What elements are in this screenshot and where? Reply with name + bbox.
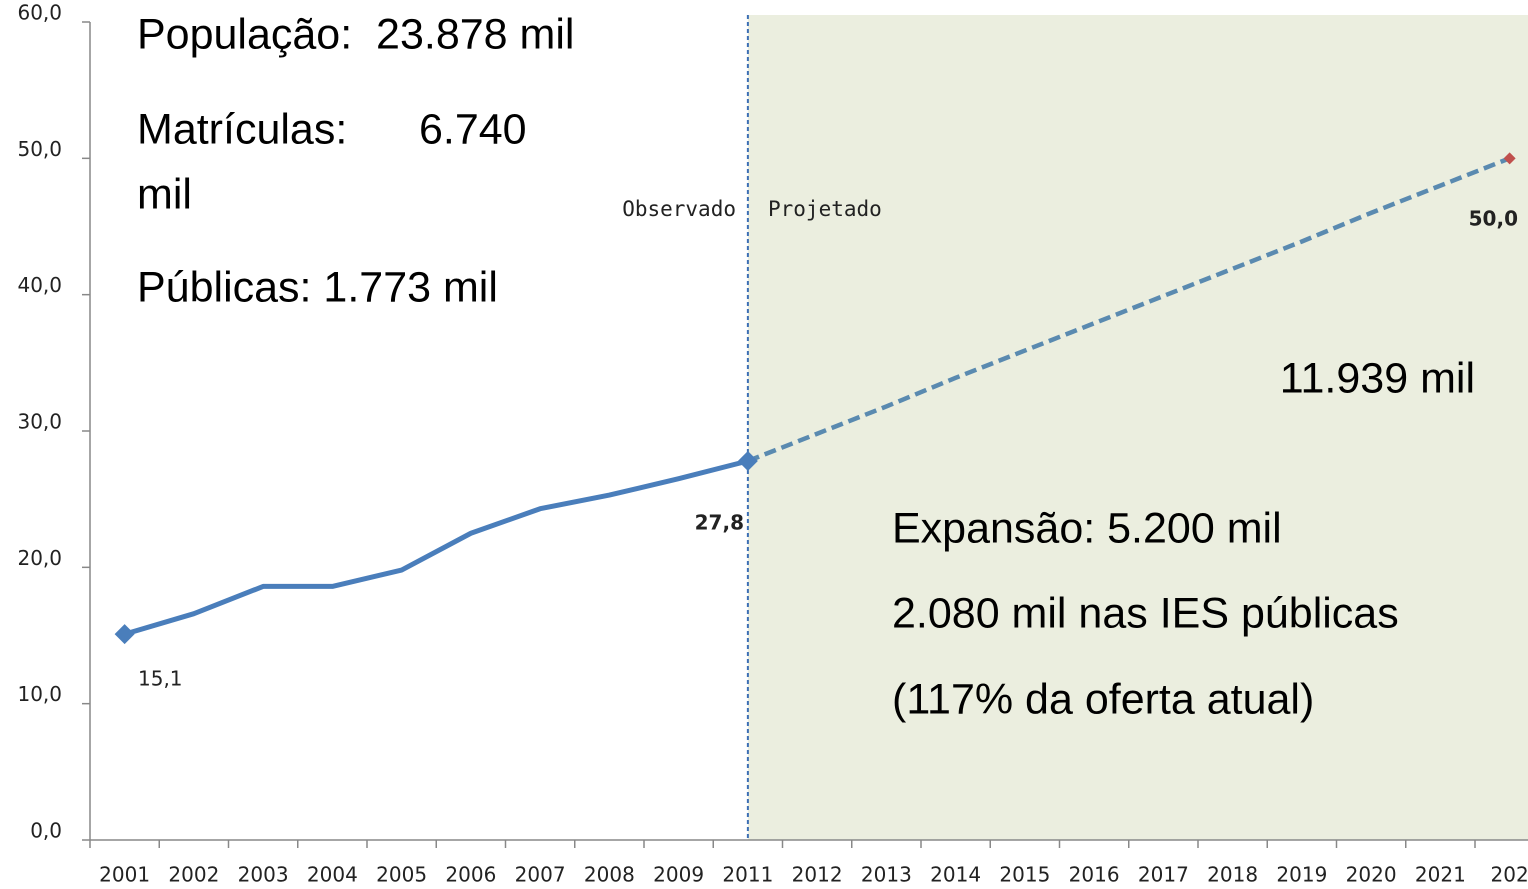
x-tick-label: 2019 [1276, 863, 1327, 887]
x-tick-label: 2011 [722, 863, 773, 887]
y-tick-label: 60,0 [17, 1, 62, 25]
y-tick-label: 50,0 [17, 137, 62, 161]
x-tick-label: 2004 [307, 863, 358, 887]
x-tick-label: 2009 [653, 863, 704, 887]
data-label: 15,1 [138, 667, 183, 691]
x-tick-label: 2006 [445, 863, 496, 887]
x-tick-label: 2012 [792, 863, 843, 887]
y-tick-label: 20,0 [17, 546, 62, 570]
x-tick-label: 2020 [1346, 863, 1397, 887]
x-tick-label: 2008 [584, 863, 635, 887]
y-tick-label: 30,0 [17, 410, 62, 434]
data-label: 27,8 [695, 511, 744, 535]
x-tick-label: 2001 [99, 863, 150, 887]
annotation: mil [137, 170, 192, 218]
y-tick-label: 0,0 [30, 819, 62, 843]
x-tick-label: 2003 [238, 863, 289, 887]
marker [1503, 152, 1516, 165]
data-label: 50,0 [1469, 207, 1518, 231]
y-tick-label: 40,0 [17, 273, 62, 297]
x-tick-label: 2013 [861, 863, 912, 887]
annotation: 2.080 mil nas IES públicas [892, 589, 1399, 637]
marker [737, 450, 758, 471]
x-tick-label: 2005 [376, 863, 427, 887]
x-tick-label: 202 [1491, 863, 1528, 887]
y-tick-label: 10,0 [17, 682, 62, 706]
annotation: (117% da oferta atual) [892, 675, 1314, 723]
region-label: Projetado [768, 197, 882, 221]
x-tick-label: 2021 [1415, 863, 1466, 887]
x-tick-label: 2014 [930, 863, 981, 887]
x-tick-label: 2017 [1138, 863, 1189, 887]
series-line [747, 156, 1511, 464]
x-tick-label: 2002 [168, 863, 219, 887]
x-tick-label: 2016 [1069, 863, 1120, 887]
x-tick-label: 2007 [515, 863, 566, 887]
annotation: Públicas: 1.773 mil [137, 263, 498, 311]
x-tick-label: 2015 [999, 863, 1050, 887]
annotation: População: 23.878 mil [137, 10, 574, 58]
annotation: Expansão: 5.200 mil [892, 504, 1282, 552]
annotation: Matrículas: 6.740 [137, 105, 527, 153]
x-tick-label: 2018 [1207, 863, 1258, 887]
series-line [123, 458, 749, 637]
region-label: Observado [622, 197, 736, 221]
marker [114, 624, 135, 645]
projection-region [747, 15, 1528, 840]
annotation: 11.939 mil [1280, 354, 1475, 402]
